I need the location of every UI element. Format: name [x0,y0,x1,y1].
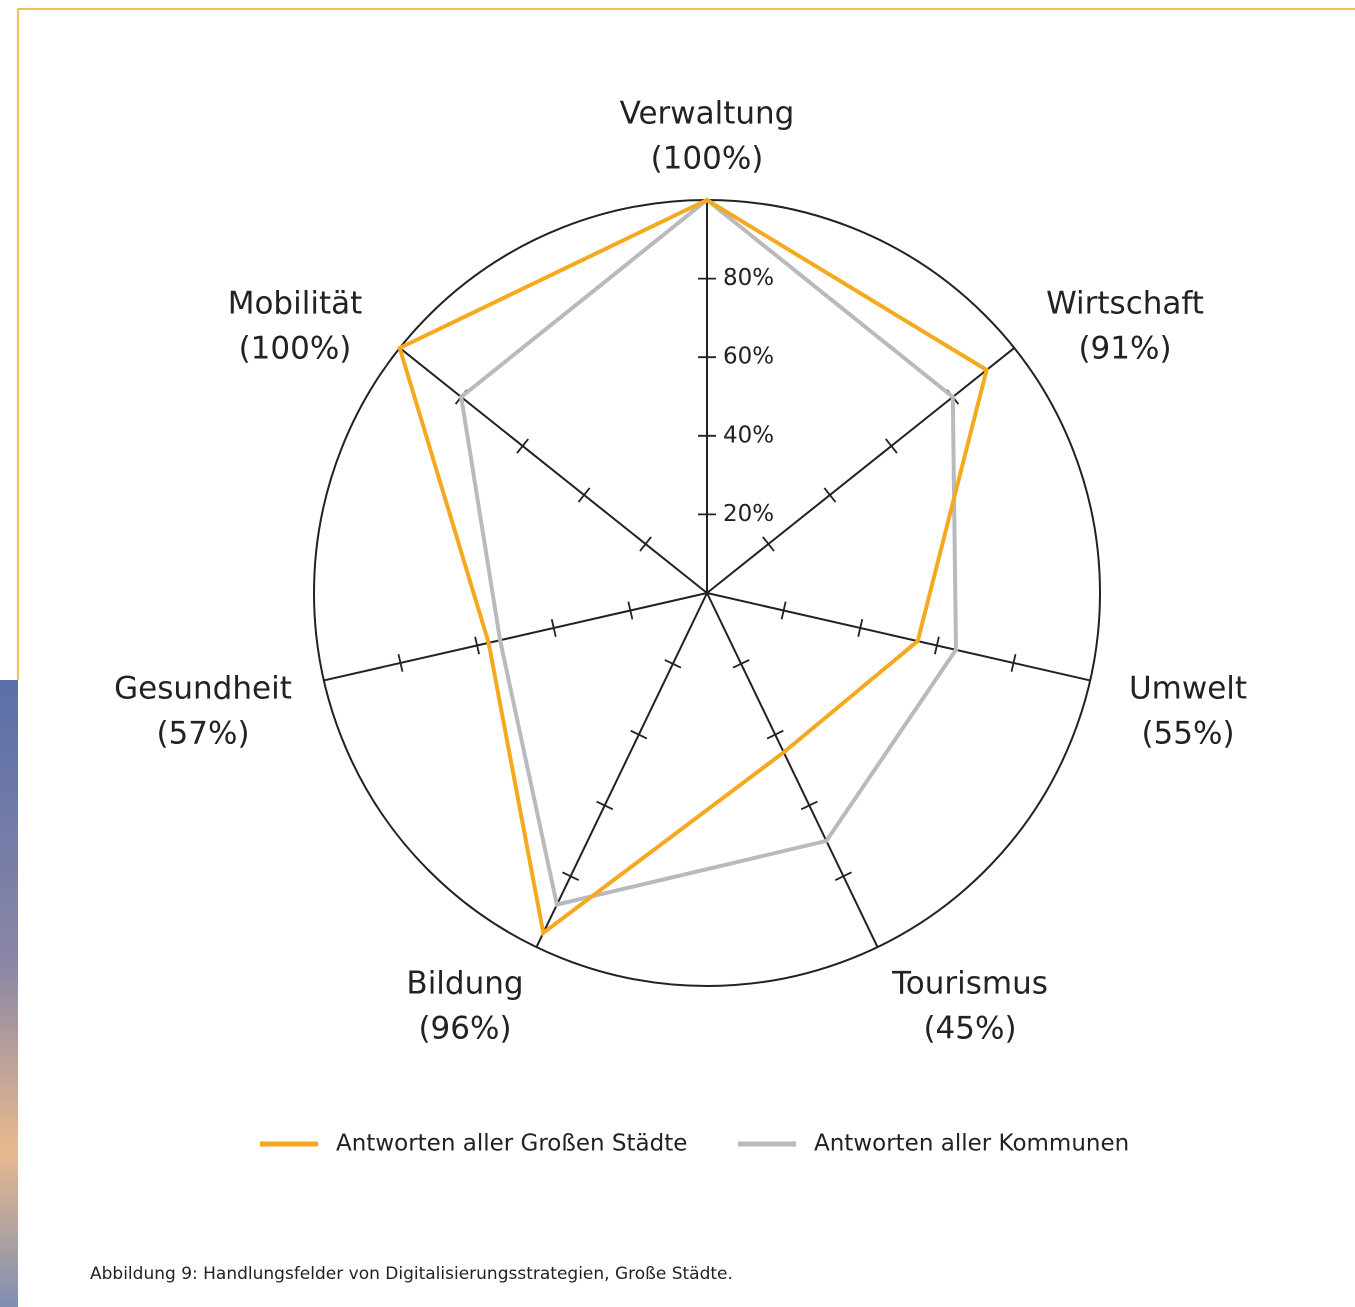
axis-line [536,593,707,947]
tick-label: 20% [723,501,774,527]
legend-label: Antworten aller Kommunen [814,1131,1129,1157]
value-label: (91%) [1078,331,1171,367]
tick-mark [801,802,817,810]
tick-mark [640,537,651,551]
chart: Abbildung 9: Handlungsfelder von Digital… [0,0,1355,1307]
axis-line [324,593,707,680]
axis-line [400,348,707,593]
category-label: Tourismus [891,966,1048,1002]
axis-line [707,593,878,947]
category-label: Wirtschaft [1046,286,1204,322]
tick-mark [767,731,783,739]
axis-line [707,348,1014,593]
caption: Abbildung 9: Handlungsfelder von Digital… [90,1264,733,1284]
tick-mark [824,488,835,502]
value-label: (45%) [923,1011,1016,1047]
tick-mark [733,660,749,668]
value-label: (55%) [1141,716,1234,752]
category-label: Verwaltung [620,96,795,132]
page: Abbildung 9: Handlungsfelder von Digital… [0,0,1355,1307]
tick-mark [665,660,681,668]
legend-label: Antworten aller Großen Städte [336,1131,687,1157]
category-label: Umwelt [1129,671,1247,707]
category-label: Mobilität [228,286,363,322]
photo-strip [0,680,18,1307]
tick-label: 80% [723,265,774,291]
value-label: (96%) [418,1011,511,1047]
tick-mark [597,802,613,810]
axis-line [707,593,1090,680]
value-label: (100%) [239,331,352,367]
tick-mark [835,872,851,880]
tick-label: 40% [723,422,774,448]
tick-mark [578,488,589,502]
value-label: (100%) [651,141,764,177]
tick-label: 60% [723,344,774,370]
tick-mark [517,439,528,453]
tick-mark [562,872,578,880]
category-label: Bildung [406,966,523,1002]
tick-mark [763,537,774,551]
value-label: (57%) [156,716,249,752]
category-label: Gesundheit [114,671,292,707]
tick-mark [631,731,647,739]
tick-mark [886,439,897,453]
